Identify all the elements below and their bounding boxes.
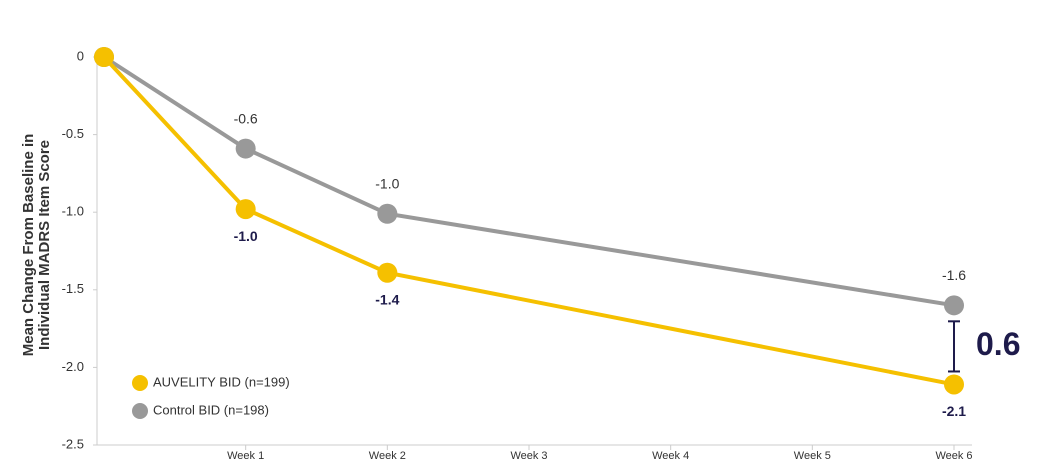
data-label: -2.1	[942, 403, 966, 419]
x-tick-label: Week 6	[935, 450, 972, 461]
data-point	[235, 138, 256, 159]
annotation: 0.6	[976, 326, 1020, 362]
data-label: -0.6	[234, 110, 258, 126]
y-tick-label: -1.5	[62, 281, 84, 296]
data-point	[377, 203, 398, 224]
y-tick-label: 0	[77, 48, 84, 63]
y-axis-title: Mean Change From Baseline in Individual …	[20, 134, 53, 357]
data-label: -1.0	[234, 228, 258, 244]
data-point	[377, 262, 398, 283]
x-tick-label: Week 2	[369, 450, 406, 461]
y-tick-label: -2.0	[62, 359, 84, 374]
data-label: -1.4	[375, 291, 399, 307]
series-line	[102, 55, 955, 308]
data-point	[944, 295, 964, 316]
legend-label: Control BID (n=198)	[153, 402, 269, 417]
data-label: -1.0	[375, 175, 399, 191]
y-tick-label: -2.5	[62, 436, 84, 451]
series-line	[102, 55, 955, 387]
y-axis-title-line: Individual MADRS Item Score	[36, 140, 53, 350]
x-tick-label: Week 5	[794, 450, 831, 461]
x-tick-label: Week 1	[227, 450, 264, 461]
data-point	[235, 199, 256, 220]
y-axis-title-line: Mean Change From Baseline in	[20, 134, 37, 357]
data-point	[94, 47, 114, 67]
data-point	[944, 374, 964, 395]
x-tick-label: Week 3	[510, 450, 547, 461]
legend-swatch	[132, 375, 148, 391]
legend-swatch	[132, 403, 148, 419]
x-tick-label: Week 4	[652, 450, 689, 461]
y-tick-label: -0.5	[62, 126, 84, 141]
data-label: -1.6	[942, 267, 966, 283]
legend-label: AUVELITY BID (n=199)	[153, 374, 290, 389]
y-tick-label: -1.0	[62, 204, 84, 219]
